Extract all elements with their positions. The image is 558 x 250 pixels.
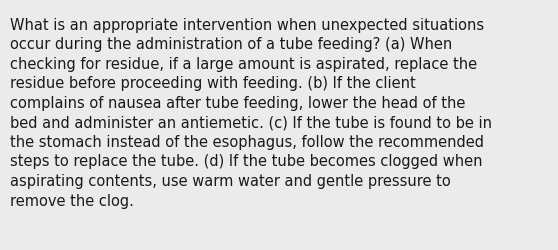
Text: What is an appropriate intervention when unexpected situations
occur during the : What is an appropriate intervention when…: [10, 18, 492, 208]
